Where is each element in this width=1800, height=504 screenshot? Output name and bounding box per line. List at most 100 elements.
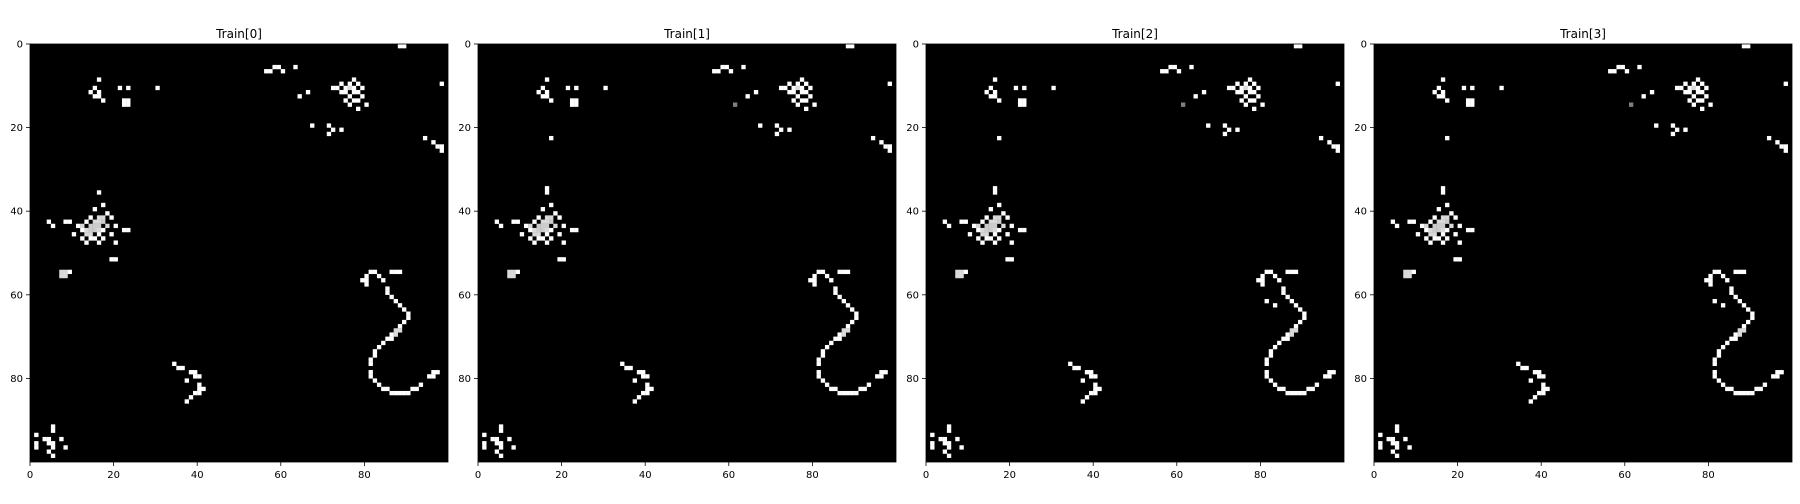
pixel (549, 135, 554, 141)
pixel (963, 219, 968, 224)
pixel (624, 365, 629, 371)
pixel (1712, 370, 1717, 375)
pixel (1537, 374, 1542, 379)
pixel (1403, 436, 1408, 442)
pixel (1051, 85, 1056, 91)
pixel (1741, 303, 1747, 308)
pixel (50, 445, 56, 450)
pixel (96, 215, 102, 220)
pixel (1097, 386, 1102, 392)
pixel (1411, 269, 1416, 275)
pixel (804, 98, 809, 103)
pixel (385, 386, 390, 392)
pixel (1649, 89, 1655, 95)
pixel (812, 278, 817, 283)
pixel (1440, 223, 1446, 229)
pixel (1432, 89, 1437, 95)
pixel (1532, 370, 1538, 375)
pixel (1432, 236, 1437, 241)
pixel (101, 98, 106, 103)
pixel (1222, 123, 1228, 128)
pixel (845, 328, 851, 333)
pixel (1712, 357, 1717, 362)
pixel (837, 332, 842, 337)
pixel (1017, 98, 1023, 103)
pixel (549, 236, 554, 241)
pixel (1264, 374, 1269, 379)
pixel (67, 269, 72, 275)
pixel (549, 215, 554, 220)
pixel (883, 370, 888, 375)
pixel (96, 223, 102, 229)
pixel (1419, 223, 1425, 229)
pixel (946, 428, 952, 433)
y-tick-label: 60 (458, 290, 471, 301)
pixel (1737, 390, 1742, 396)
pixel (1616, 64, 1621, 70)
image-background (926, 44, 1344, 462)
pixel (1465, 98, 1471, 103)
pixel (544, 227, 550, 233)
panel-title: Train[3] (1559, 27, 1606, 41)
pixel (1239, 98, 1244, 103)
pixel (511, 445, 516, 450)
pixel (984, 227, 989, 233)
pixel (1750, 315, 1755, 321)
pixel (1201, 89, 1207, 95)
pixel (1729, 386, 1734, 392)
pixel (293, 64, 298, 70)
pixel (997, 215, 1002, 220)
pixel (1691, 81, 1697, 86)
pixel (184, 378, 189, 383)
pixel (1001, 223, 1006, 229)
pixel (574, 98, 579, 103)
pixel (833, 386, 838, 392)
pixel (1746, 307, 1751, 312)
pixel (574, 227, 579, 233)
pixel (971, 223, 977, 229)
pixel (574, 85, 579, 91)
pixel (1725, 386, 1730, 392)
pixel (385, 286, 390, 291)
x-tick-label: 80 (1702, 470, 1715, 481)
pixel (1461, 85, 1467, 91)
pixel (88, 236, 93, 241)
pixel (1440, 232, 1446, 237)
pixel (339, 127, 344, 132)
pixel (1285, 336, 1290, 341)
pixel (632, 399, 637, 404)
pixel (850, 307, 855, 312)
pixel (804, 81, 809, 86)
pixel (1440, 94, 1446, 99)
pixel (84, 227, 89, 233)
pixel (988, 236, 994, 241)
pixel (414, 386, 419, 392)
pixel (1268, 269, 1274, 275)
pixel (1691, 85, 1697, 91)
pixel (1243, 102, 1249, 107)
pixel (1260, 273, 1265, 279)
pixel (34, 432, 39, 438)
pixel (330, 127, 336, 132)
pixel (850, 44, 855, 49)
pixel (1268, 349, 1274, 354)
pixel (997, 227, 1002, 233)
pixel (1679, 85, 1684, 91)
pixel (1754, 386, 1759, 392)
pixel (732, 102, 738, 107)
pixel (96, 77, 102, 82)
pixel (1017, 227, 1023, 233)
pixel (1247, 85, 1253, 91)
y-tick-label: 40 (10, 207, 23, 218)
pixel (1612, 69, 1617, 74)
pixel (1470, 98, 1475, 103)
pixel (1239, 89, 1244, 95)
pixel (351, 85, 357, 91)
pixel (1440, 215, 1446, 220)
pixel (1470, 85, 1475, 91)
pixel (845, 324, 851, 329)
pixel (1390, 449, 1396, 454)
pixel (1704, 94, 1709, 99)
pixel (507, 269, 512, 275)
